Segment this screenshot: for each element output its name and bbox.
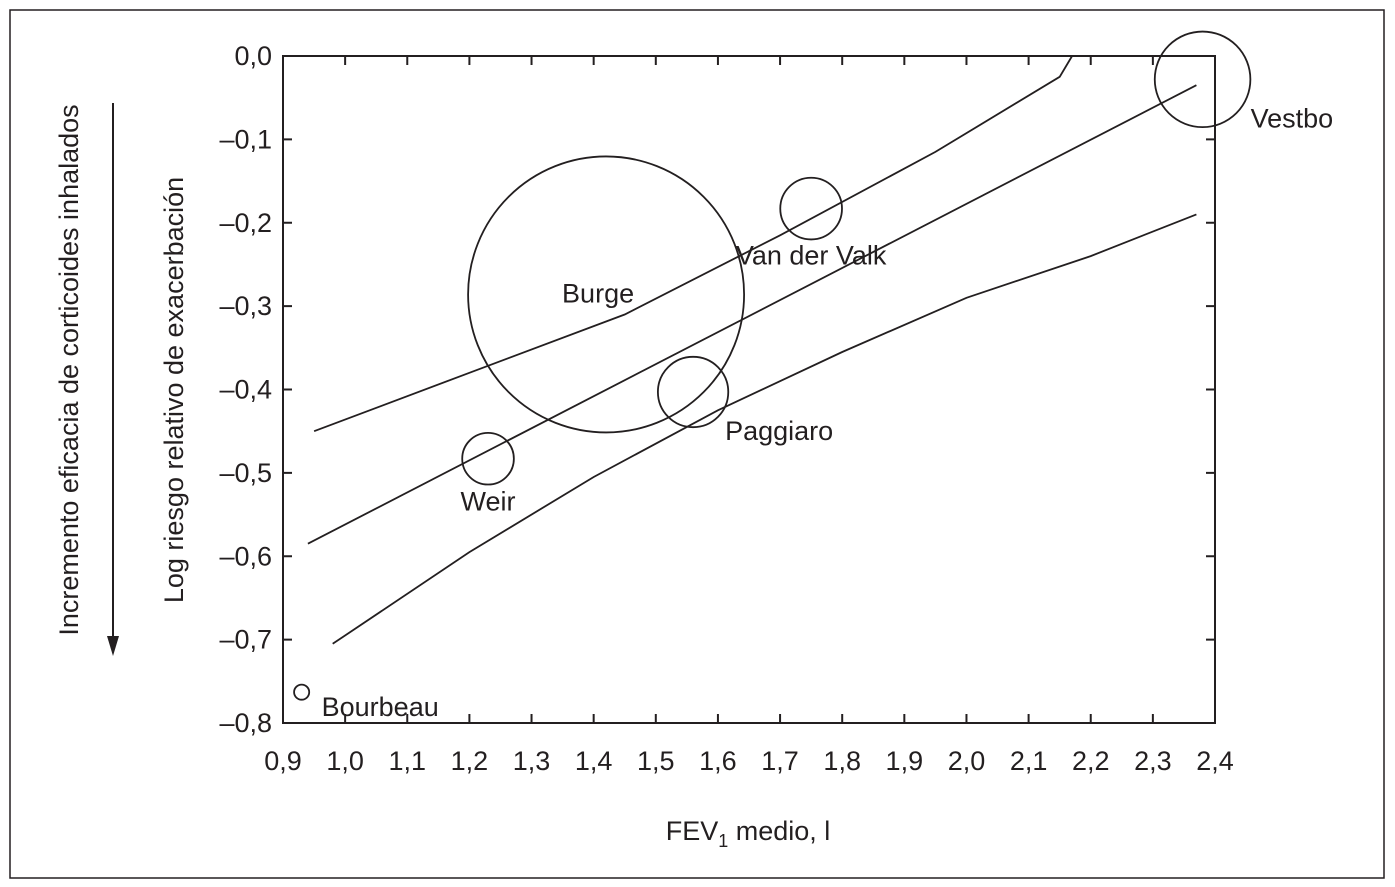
x-tick-label: 2,3 [1134, 746, 1172, 776]
x-axis-label-suffix: medio, l [728, 816, 830, 846]
point-vestbo [1153, 30, 1252, 129]
study-labels: Bourbeau Weir Burge Paggiaro Van der Valk Ves… [322, 103, 1334, 722]
y-tick-label: –0,1 [219, 124, 272, 154]
x-tick-label: 1,1 [388, 746, 426, 776]
x-tick-label: 0,9 [264, 746, 302, 776]
label-bourbeau: Bourbeau [322, 692, 439, 722]
x-tick-label: 1,0 [326, 746, 364, 776]
x-tick-label: 1,7 [761, 746, 799, 776]
y-tick-label: –0,2 [219, 208, 272, 238]
annotation-arrow-head [107, 636, 119, 656]
point-bourbeau [293, 683, 311, 701]
study-points [293, 30, 1252, 701]
point-burge [467, 155, 745, 434]
y-axis-label: Log riesgo relativo de exacerbación [159, 177, 189, 603]
regression-lines [307, 55, 1197, 645]
x-axis-label-main: FEV [666, 816, 719, 846]
y-tick-label: –0,8 [219, 708, 272, 738]
x-tick-label: 2,4 [1196, 746, 1234, 776]
label-burge: Burge [562, 278, 634, 308]
x-axis-label-subscript: 1 [718, 831, 728, 851]
x-tick-label: 2,0 [948, 746, 986, 776]
x-tick-label: 2,1 [1010, 746, 1048, 776]
confidence-upper-line [313, 55, 1073, 433]
label-weir: Weir [461, 487, 516, 517]
x-tick-label: 1,2 [451, 746, 489, 776]
x-axis-label: FEV1 medio, l [666, 816, 831, 851]
annotation-label: Incremento eficacia de corticoides inhal… [54, 104, 84, 635]
x-tick-label: 1,5 [637, 746, 675, 776]
x-tick-label: 1,6 [699, 746, 737, 776]
point-van-der-valk [779, 176, 843, 241]
x-ticks: 0,9 1,0 1,1 1,2 1,3 1,4 1,5 1,6 1,7 1,8 1,9 2,0 2,1 2… [264, 56, 1234, 776]
y-tick-label: –0,3 [219, 291, 272, 321]
y-ticks: 0,0 –0,1 –0,2 –0,3 –0,4 –0,5 –0,6 –0,7 –0,8 [219, 41, 1215, 738]
x-tick-label: 1,8 [823, 746, 861, 776]
y-tick-label: –0,4 [219, 375, 272, 405]
x-tick-label: 1,3 [513, 746, 551, 776]
regression-fit-line [307, 84, 1197, 545]
x-tick-label: 1,9 [886, 746, 924, 776]
confidence-lower-line [332, 213, 1197, 645]
figure-frame [9, 9, 1385, 879]
y-tick-label: –0,5 [219, 458, 272, 488]
point-weir [461, 431, 515, 486]
x-tick-label: 1,4 [575, 746, 613, 776]
point-paggiaro [656, 355, 730, 429]
label-vestbo: Vestbo [1251, 103, 1334, 133]
x-tick-label: 2,2 [1072, 746, 1110, 776]
y-tick-label: –0,7 [219, 625, 272, 655]
y-tick-label: –0,6 [219, 541, 272, 571]
y-tick-label: 0,0 [234, 41, 272, 71]
label-paggiaro: Paggiaro [725, 416, 833, 446]
label-van-der-valk: Van der Valk [736, 241, 887, 271]
